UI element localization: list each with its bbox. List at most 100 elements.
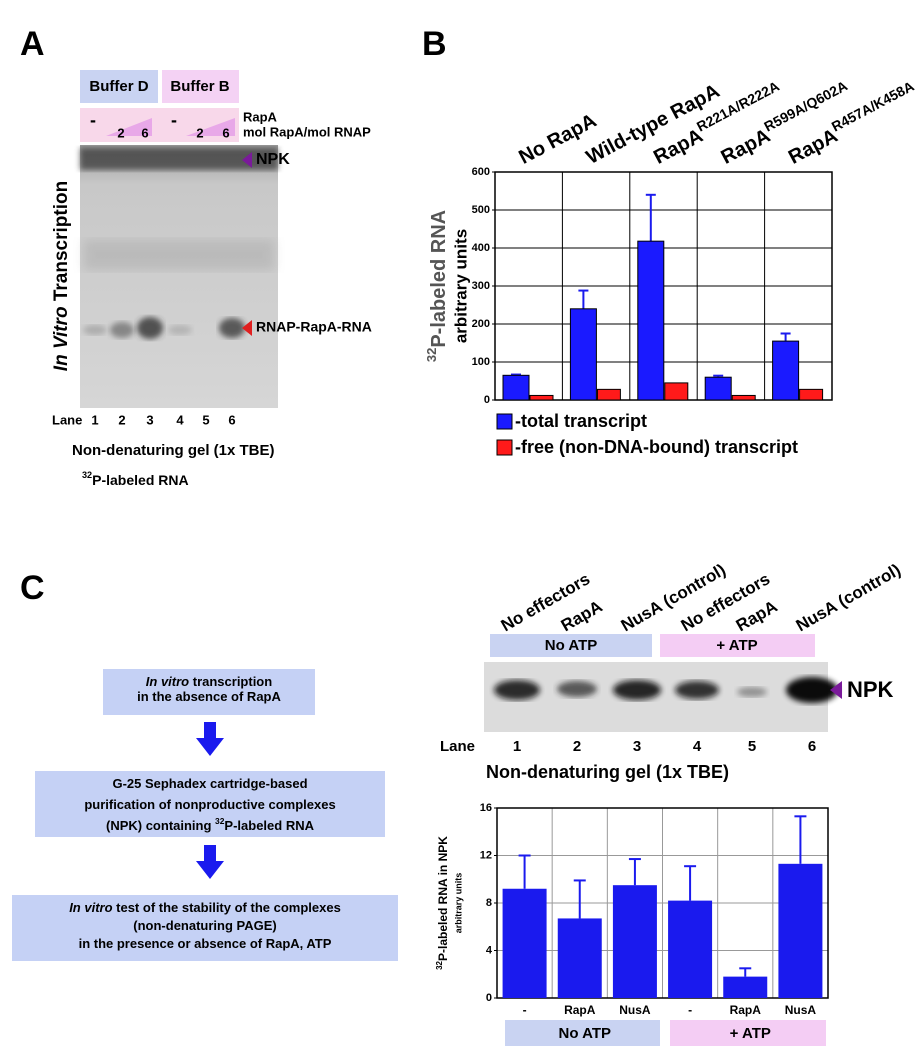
dose-strip xyxy=(80,108,239,142)
dose-label: 2 xyxy=(196,125,203,140)
panel-letter: C xyxy=(20,569,45,607)
atp-box xyxy=(660,634,815,657)
bar xyxy=(668,900,713,998)
text-segment: P-labeled RNA xyxy=(224,818,314,833)
y-axis-main: P-labeled RNA in NPK xyxy=(436,836,450,961)
category-name: RapA xyxy=(785,125,841,169)
error-bar xyxy=(518,854,531,889)
error-bar xyxy=(684,865,697,901)
y-tick-label: 300 xyxy=(472,280,490,292)
bar xyxy=(772,340,800,401)
legend-swatch xyxy=(496,439,513,456)
text-segment: G-25 Sephadex cartridge-based xyxy=(112,776,307,791)
bar xyxy=(557,918,602,998)
lane-number: 1 xyxy=(513,738,521,755)
lane-number: 2 xyxy=(118,412,125,427)
y-axis-sup: 32 xyxy=(424,348,439,362)
y-tick-label: 16 xyxy=(480,802,492,814)
flow-box xyxy=(12,895,398,961)
text-segment: in the absence of RapA xyxy=(137,689,281,704)
y-tick-label: 500 xyxy=(472,204,490,216)
arrowhead xyxy=(242,152,252,168)
rna-label: 32P-labeled RNA xyxy=(82,470,189,487)
dose-label: - xyxy=(171,110,177,130)
error-bar xyxy=(628,858,641,886)
atp-box xyxy=(670,1020,826,1046)
band-label: NPK xyxy=(847,677,894,702)
text-segment: Transcription xyxy=(51,181,72,307)
x-tick-label: NusA xyxy=(619,1003,651,1017)
bar xyxy=(637,240,665,401)
x-tick-label: NusA xyxy=(785,1003,817,1017)
text-segment: 32 xyxy=(82,470,92,480)
flow-box xyxy=(35,771,385,837)
gel-bands xyxy=(80,148,278,339)
atp-label: + ATP xyxy=(716,637,757,654)
flow-text: purification of nonproductive complexes xyxy=(84,797,335,812)
dose-label: 2 xyxy=(117,125,124,140)
y-axis-title: 32P-labeled RNA in NPK xyxy=(435,836,451,970)
x-tick-label: - xyxy=(688,1003,692,1017)
y-axis-main: P-labeled RNA xyxy=(428,210,450,348)
bar xyxy=(664,382,689,401)
lane-number: 3 xyxy=(146,412,153,427)
bar xyxy=(569,308,597,401)
lane-number: 5 xyxy=(748,738,756,755)
buffer-box xyxy=(162,70,239,103)
lane-number: 2 xyxy=(573,738,581,755)
condition-label: NusA (control) xyxy=(618,560,729,635)
y-tick-label: 400 xyxy=(472,242,490,254)
arrowhead xyxy=(830,681,842,699)
bar xyxy=(731,394,756,401)
lane-number: 5 xyxy=(202,412,209,427)
gel-bands xyxy=(494,677,838,703)
y-axis-title: 32P-labeled RNA xyxy=(424,210,450,362)
y-tick-label: 600 xyxy=(472,166,490,178)
panel-letter: B xyxy=(422,25,447,63)
lane-number: 6 xyxy=(228,412,235,427)
text-segment: test of the stability of the complexes xyxy=(113,900,341,915)
flow-box xyxy=(103,669,315,715)
y-axis-subtitle: arbitrary units xyxy=(451,229,470,343)
bar xyxy=(612,885,657,998)
group-label: No ATP xyxy=(559,1025,612,1042)
x-tick-label: - xyxy=(523,1003,527,1017)
text-segment: In vitro xyxy=(146,674,189,689)
side-label: In Vitro Transcription xyxy=(51,181,72,371)
dose-label: 6 xyxy=(141,125,148,140)
error-bar xyxy=(573,879,586,919)
flow-text: in the absence of RapA xyxy=(137,689,281,704)
legend-label: -free (non-DNA-bound) transcript xyxy=(515,437,798,457)
buffer-box xyxy=(80,70,158,103)
band-label: NPK xyxy=(256,151,290,168)
lane-number: 4 xyxy=(693,738,702,755)
x-tick-label: RapA xyxy=(564,1003,596,1017)
bar xyxy=(799,388,824,401)
lane-label: Lane xyxy=(440,738,475,755)
gel-caption: Non-denaturing gel (1x TBE) xyxy=(72,442,275,459)
lane-number: 4 xyxy=(176,412,184,427)
dose-label: 6 xyxy=(222,125,229,140)
y-tick-label: 12 xyxy=(480,849,492,861)
bar xyxy=(596,388,621,401)
bar xyxy=(502,888,547,998)
text-segment: (NPK) containing xyxy=(106,818,215,833)
y-tick-label: 8 xyxy=(486,897,492,909)
condition-label: RapA xyxy=(558,597,606,636)
legend-swatch xyxy=(496,413,513,430)
text-segment: purification of nonproductive complexes xyxy=(84,797,335,812)
error-bar xyxy=(645,193,656,242)
text-segment: 32 xyxy=(215,816,225,826)
y-axis-subtitle: arbitrary units xyxy=(453,873,463,934)
flow-text: In vitro test of the stability of the co… xyxy=(69,900,341,915)
atp-box xyxy=(505,1020,660,1046)
bar xyxy=(502,374,530,401)
flow-text: (NPK) containing 32P-labeled RNA xyxy=(106,816,315,833)
atp-box xyxy=(490,634,652,657)
condition-label: NusA (control) xyxy=(793,560,904,635)
buffer-label: Buffer B xyxy=(170,78,229,95)
panel-letter: A xyxy=(20,25,45,63)
text-segment: in the presence or absence of RapA, ATP xyxy=(79,936,332,951)
lane-number: 3 xyxy=(633,738,641,755)
bar xyxy=(704,376,732,401)
